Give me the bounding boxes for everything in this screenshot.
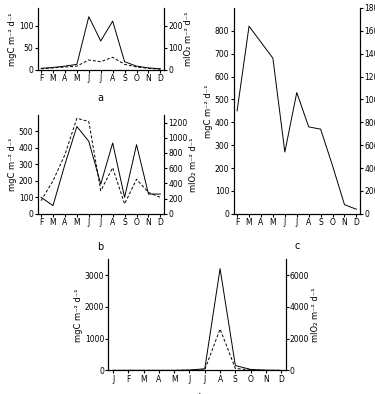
Text: d: d — [194, 392, 200, 394]
Text: a: a — [98, 93, 104, 103]
Y-axis label: mgC m⁻² d⁻¹: mgC m⁻² d⁻¹ — [204, 84, 213, 138]
Text: b: b — [98, 242, 104, 251]
Y-axis label: mgC m⁻² d⁻¹: mgC m⁻² d⁻¹ — [74, 288, 83, 342]
Y-axis label: mlO₂ m⁻² d⁻¹: mlO₂ m⁻² d⁻¹ — [311, 288, 320, 342]
Y-axis label: mgC m⁻² d⁻¹: mgC m⁻² d⁻¹ — [9, 12, 18, 65]
Y-axis label: mgC m⁻² d⁻¹: mgC m⁻² d⁻¹ — [8, 138, 17, 191]
Y-axis label: mlO₂ m⁻² d⁻¹: mlO₂ m⁻² d⁻¹ — [184, 11, 193, 66]
Y-axis label: mlO₂ m⁻² d⁻¹: mlO₂ m⁻² d⁻¹ — [189, 137, 198, 191]
Text: c: c — [294, 241, 300, 251]
